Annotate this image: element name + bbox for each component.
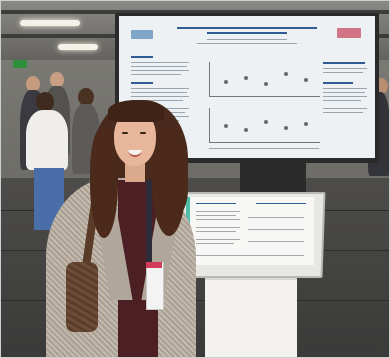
presenter-hair <box>152 128 186 236</box>
lanyard <box>146 180 152 266</box>
poster-text-line <box>131 66 187 67</box>
poster-text-line <box>323 68 367 69</box>
poster-text-line <box>131 88 189 89</box>
presenter-hair <box>90 128 118 238</box>
kiosk-text-line <box>196 219 240 220</box>
ceiling-beam <box>0 10 390 14</box>
kiosk-base <box>205 270 297 358</box>
kiosk-text-line <box>196 211 240 212</box>
display-stand <box>240 160 306 196</box>
eye <box>122 132 128 134</box>
poster-heading <box>131 82 153 84</box>
kiosk-text-line <box>196 255 304 256</box>
ceiling-light <box>58 44 98 50</box>
exit-sign <box>13 60 27 68</box>
poster-text-line <box>323 112 363 113</box>
smile <box>128 150 142 157</box>
poster-text-line <box>323 72 363 73</box>
presenter-hair <box>108 100 164 122</box>
kiosk-poster-thumbnail <box>186 197 314 265</box>
kiosk-text-line <box>196 239 240 240</box>
eye <box>140 132 146 134</box>
kiosk-text-line <box>248 217 304 218</box>
name-badge-stripe <box>146 262 162 268</box>
poster-text-line <box>323 100 361 101</box>
ceiling-light <box>20 20 80 26</box>
poster-caption-line <box>209 148 319 149</box>
poster-text-line <box>323 92 365 93</box>
poster-text-line <box>323 108 367 109</box>
name-badge <box>146 262 164 310</box>
university-logo <box>131 30 153 39</box>
poster-text-line <box>131 74 181 75</box>
poster-text-line <box>131 100 183 101</box>
kiosk-text-line <box>248 229 304 230</box>
handbag <box>66 262 98 332</box>
kiosk-text-line <box>196 215 236 216</box>
kiosk-text-line <box>256 203 306 204</box>
kiosk-text-line <box>196 231 236 232</box>
kiosk-text-line <box>196 227 240 228</box>
kiosk-text-line <box>196 203 236 204</box>
poster-text-line <box>323 96 367 97</box>
poster-chart <box>209 108 320 143</box>
poster-text-line <box>131 92 187 93</box>
poster-text-line <box>323 88 367 89</box>
poster-text-line <box>131 70 189 71</box>
poster-text-line <box>131 62 189 63</box>
poster-text-line <box>131 96 189 97</box>
poster-heading <box>323 62 365 64</box>
presenter-neck <box>125 162 145 182</box>
poster-chart <box>209 62 320 97</box>
poster-heading <box>131 56 153 58</box>
poster-heading <box>323 82 353 84</box>
kiosk-text-line <box>248 241 304 242</box>
kiosk-text-line <box>196 243 234 244</box>
conference-logo <box>337 28 361 38</box>
